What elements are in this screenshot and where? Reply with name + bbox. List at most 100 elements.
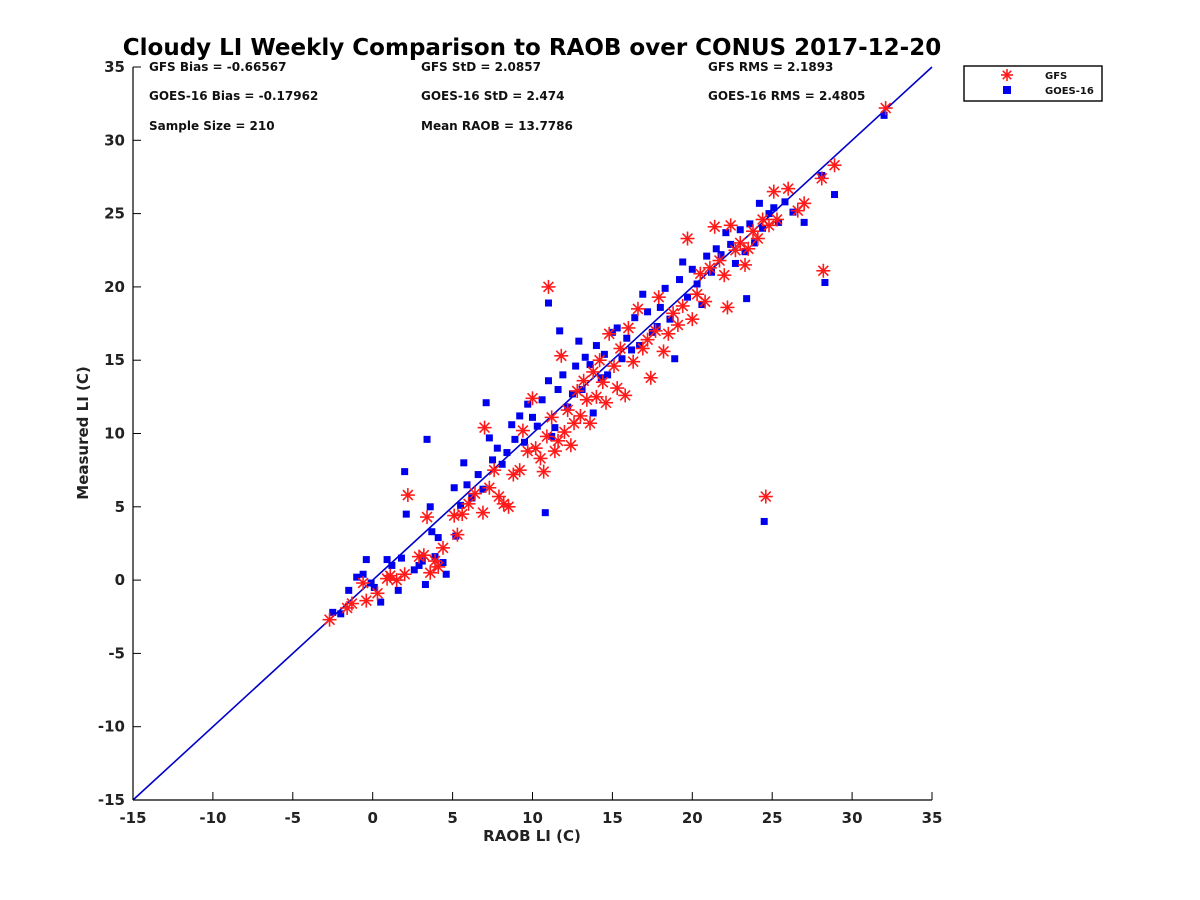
legend-gfs-marker (1001, 69, 1013, 81)
gfs-point (606, 359, 621, 374)
goes16-point (578, 386, 586, 394)
goes16-point (604, 371, 612, 379)
gfs-point (589, 389, 604, 404)
gfs-point (370, 586, 385, 601)
stats-block: GFS Bias = -0.66567 GFS StD = 2.0857 GFS… (149, 60, 865, 133)
stat-goes16-bias: GOES-16 Bias = -0.17962 (149, 89, 318, 103)
goes16-point (666, 315, 674, 323)
gfs-point (356, 576, 371, 591)
gfs-point (769, 212, 784, 227)
goes16-point (628, 346, 636, 354)
gfs-point (746, 224, 761, 239)
y-tick-label: -15 (98, 791, 125, 809)
goes16-point (661, 284, 669, 292)
y-tick-label: 0 (115, 571, 125, 589)
goes16-point (581, 353, 589, 361)
goes16-point (421, 580, 429, 588)
gfs-point (528, 441, 543, 456)
goes16-point (423, 435, 431, 443)
goes16-point (370, 583, 378, 591)
y-tick-label: 35 (104, 58, 125, 76)
goes16-point (688, 265, 696, 273)
goes16-point (679, 258, 687, 266)
gfs-point (541, 279, 556, 294)
gfs-point (512, 463, 527, 478)
x-tick-label: -15 (119, 809, 146, 827)
gfs-point (717, 268, 732, 283)
goes16-point (544, 299, 552, 307)
gfs-point (416, 548, 431, 563)
legend-goes16-marker (1003, 86, 1011, 94)
goes16-point (880, 111, 888, 119)
x-tick-label: 5 (447, 809, 457, 827)
x-tick-label: 15 (602, 809, 623, 827)
gfs-point (573, 408, 588, 423)
gfs-point (693, 266, 708, 281)
gfs-point (670, 318, 685, 333)
gfs-point (536, 464, 551, 479)
goes16-point (460, 459, 468, 467)
goes16-point (434, 534, 442, 542)
goes16-point (554, 386, 562, 394)
gfs-point (643, 370, 658, 385)
gfs-point (712, 253, 727, 268)
gfs-point (491, 489, 506, 504)
gfs-point (680, 231, 695, 246)
gfs-point (423, 565, 438, 580)
stat-goes16-std: GOES-16 StD = 2.474 (421, 89, 564, 103)
gfs-point (544, 410, 559, 425)
gfs-point (322, 612, 337, 627)
gfs-point (576, 373, 591, 388)
gfs-point (827, 158, 842, 173)
goes16-point (410, 566, 418, 574)
gfs-point (640, 332, 655, 347)
goes16-point (426, 503, 434, 511)
goes16-point (415, 561, 423, 569)
gfs-point (560, 403, 575, 418)
y-axis-label: Measured LI (C) (74, 366, 92, 499)
goes16-point (618, 355, 626, 363)
goes16-point (463, 481, 471, 489)
stat-gfs-rms: GFS RMS = 2.1893 (708, 60, 833, 74)
goes16-point (613, 324, 621, 332)
gfs-point (554, 348, 569, 363)
goes16-point (401, 468, 409, 476)
goes16-point (329, 608, 337, 616)
gfs-point (602, 326, 617, 341)
y-tick-label: 10 (104, 425, 125, 443)
chart-title: Cloudy LI Weekly Comparison to RAOB over… (123, 35, 941, 61)
x-tick-label: 10 (522, 809, 543, 827)
gfs-point (450, 527, 465, 542)
gfs-point (431, 559, 446, 574)
gfs-point (583, 416, 598, 431)
goes16-point (362, 556, 370, 564)
goes16-point (529, 413, 536, 421)
goes16-point (337, 610, 345, 618)
plot-area: -15 -10 -5 0 5 10 15 20 25 30 35 -15 -10 -5 0 5 10 15 20 25… (98, 58, 943, 827)
goes16-point (397, 554, 405, 562)
stat-goes16-rms: GOES-16 RMS = 2.4805 (708, 89, 865, 103)
stat-mean-raob: Mean RAOB = 13.7786 (421, 119, 573, 133)
stat-sample-size: Sample Size = 210 (149, 119, 275, 133)
gfs-point (359, 593, 374, 608)
goes16-point (533, 422, 541, 430)
goes16-point (511, 435, 519, 443)
gfs-point (723, 218, 738, 233)
gfs-point (487, 463, 502, 478)
gfs-point (461, 496, 476, 511)
x-tick-label: 35 (922, 809, 943, 827)
gfs-point (685, 312, 700, 327)
gfs-point (557, 425, 572, 440)
x-tick-label: -5 (284, 809, 301, 827)
legend-gfs-asterisk (1001, 69, 1013, 81)
gfs-point (762, 218, 777, 233)
gfs-point (501, 499, 516, 514)
gfs-point (648, 323, 663, 338)
goes16-point (746, 220, 754, 228)
goes16-point (644, 308, 652, 316)
goes16-point (656, 303, 664, 311)
gfs-point (728, 243, 743, 258)
gfs-point (733, 235, 748, 250)
goes16-point (474, 471, 482, 479)
